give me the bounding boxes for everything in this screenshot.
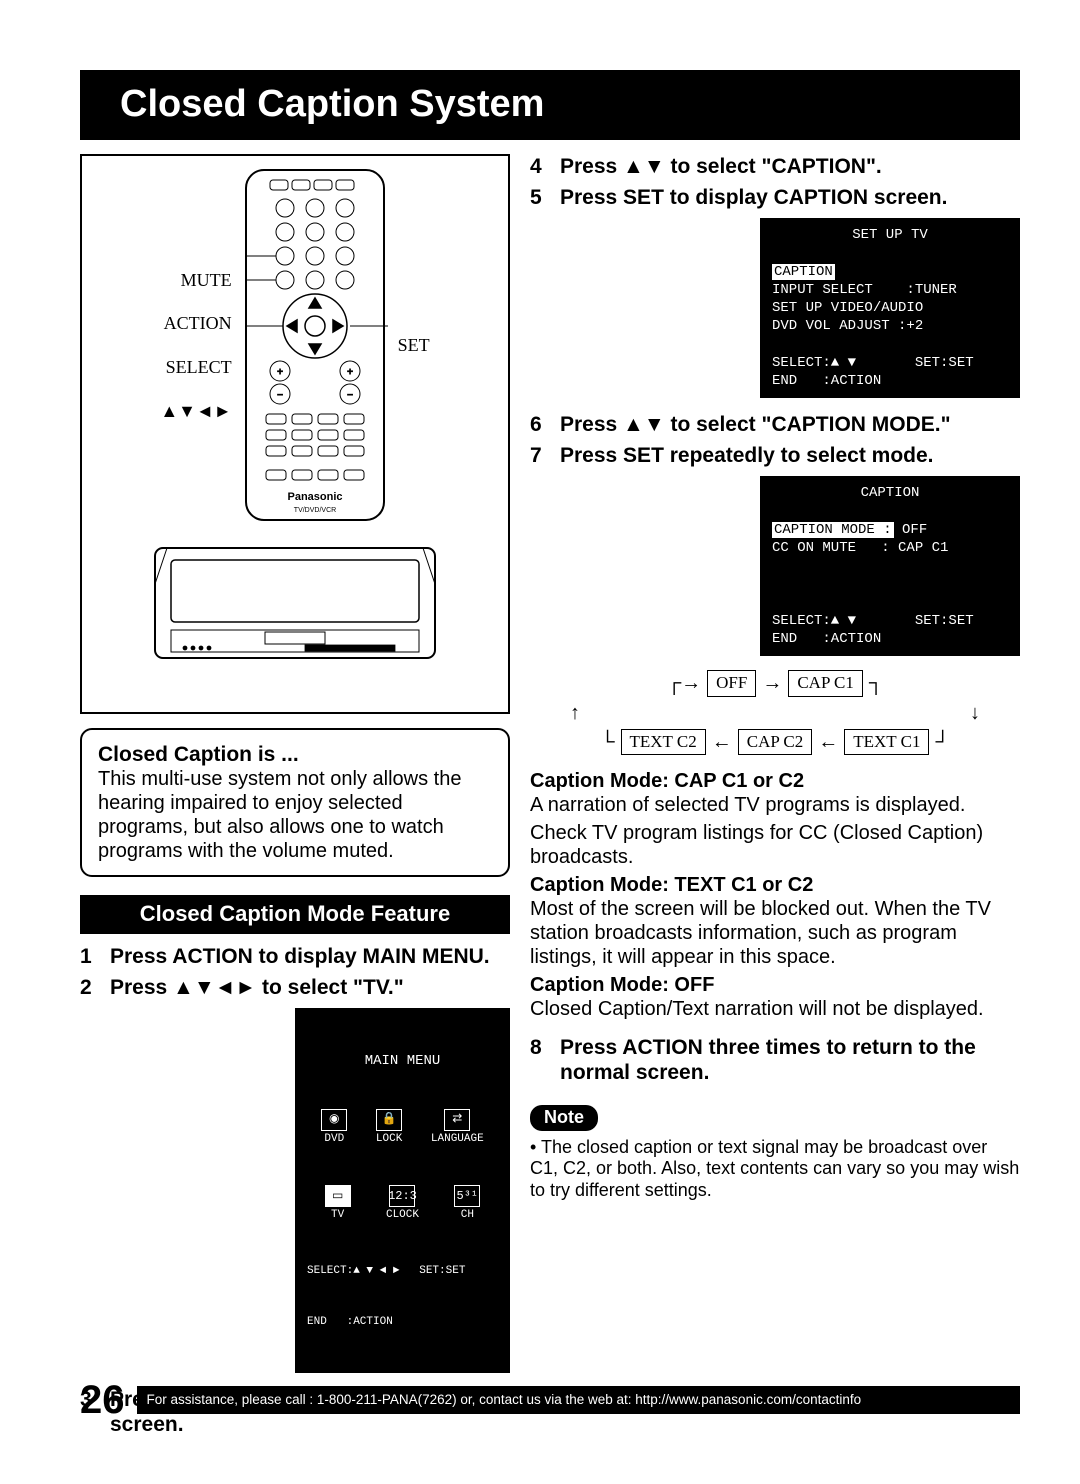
page-footer: 26 For assistance, please call : 1-800-2… — [80, 1376, 1020, 1424]
osd-caption: CAPTION CAPTION MODE : OFF CC ON MUTE : … — [760, 476, 1020, 656]
svg-text:+: + — [347, 367, 353, 378]
remote-diagram: MUTE ACTION SELECT ▲▼◄► — [80, 154, 510, 714]
steps-right-c: 8Press ACTION three times to return to t… — [530, 1035, 1020, 1085]
label-mute: MUTE — [160, 270, 231, 292]
label-arrows: ▲▼◄► — [160, 401, 231, 423]
note-label: Note — [530, 1105, 598, 1131]
footer-assistance: For assistance, please call : 1-800-211-… — [137, 1386, 1021, 1414]
intro-heading: Closed Caption is ... — [98, 743, 299, 766]
tv-svg — [145, 536, 445, 676]
page-title-bar: Closed Caption System — [80, 70, 1020, 140]
svg-text:TV/DVD/VCR: TV/DVD/VCR — [293, 507, 335, 514]
feature-header: Closed Caption Mode Feature — [80, 895, 510, 933]
label-select: SELECT — [160, 357, 231, 379]
steps-left: 1Press ACTION to display MAIN MENU. 2Pre… — [80, 944, 510, 1000]
cycle-diagram: ┌→ OFF CAP C1 ┐ ↑↓ └ TEXT C2 CAP C2 TEXT… — [530, 670, 1020, 755]
svg-text:−: − — [277, 390, 283, 401]
remote-svg: + + − − Panasonic TV/D — [240, 166, 390, 526]
remote-labels-left: MUTE ACTION SELECT ▲▼◄► — [160, 270, 231, 422]
note-text: • The closed caption or text signal may … — [530, 1137, 1020, 1202]
svg-text:+: + — [277, 367, 283, 378]
label-set: SET — [398, 335, 430, 357]
page-number: 26 — [80, 1376, 125, 1424]
steps-right-b: 6Press ▲▼ to select "CAPTION MODE." 7Pre… — [530, 412, 1020, 468]
osd-setup-tv: SET UP TV CAPTION INPUT SELECT :TUNER SE… — [760, 218, 1020, 398]
page-title: Closed Caption System — [120, 82, 544, 128]
svg-text:Panasonic: Panasonic — [287, 491, 342, 503]
caption-mode-descriptions: Caption Mode: CAP C1 or C2 A narration o… — [530, 769, 1020, 1021]
osd-main-menu: MAIN MENU ◉DVD 🔒LOCK ⇄LANGUAGE ▭TV 12:3C… — [295, 1008, 510, 1373]
svg-text:−: − — [347, 390, 353, 401]
intro-body: This multi-use system not only allows th… — [98, 768, 461, 862]
label-action: ACTION — [160, 313, 231, 335]
steps-right-a: 4Press ▲▼ to select "CAPTION". 5Press SE… — [530, 154, 1020, 210]
intro-box: Closed Caption is ... This multi-use sys… — [80, 728, 510, 877]
